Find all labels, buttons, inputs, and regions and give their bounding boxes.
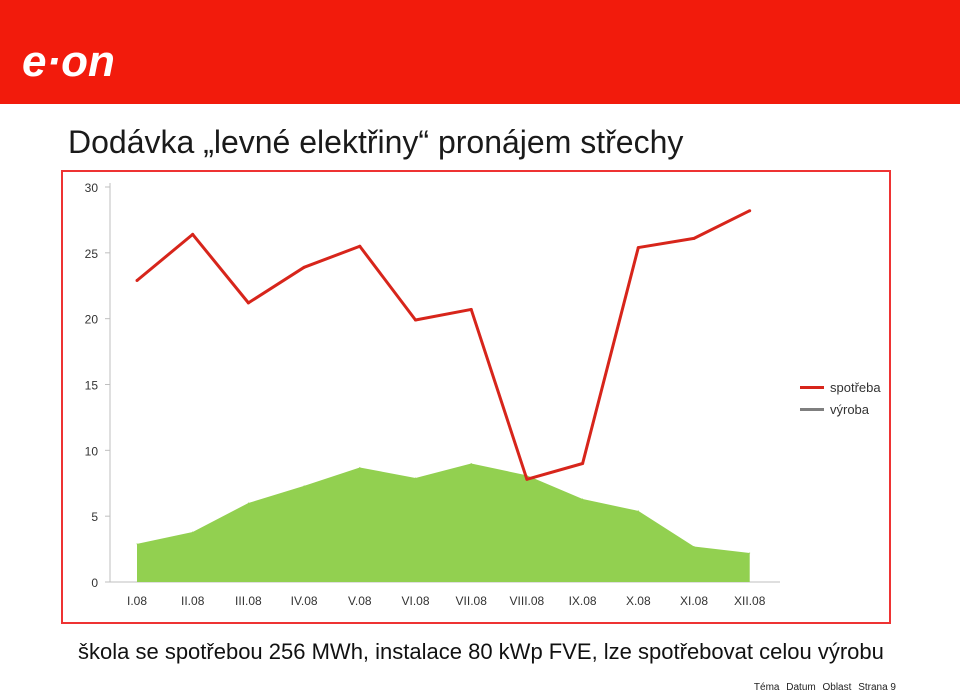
caption: škola se spotřebou 256 MWh, instalace 80… [78, 639, 884, 664]
x-tick-label: II.08 [181, 594, 205, 608]
point-vyroba [693, 545, 695, 547]
x-tick-label: IV.08 [291, 594, 318, 608]
page-title: Dodávka „levné elektřiny“ pronájem střec… [68, 124, 684, 160]
legend-swatch-spotreba [800, 385, 824, 389]
point-spotreba [636, 246, 640, 250]
legend-label-spotreba: spotřeba [830, 379, 881, 395]
chart-frame [61, 170, 891, 624]
footer-datum: Datum [786, 682, 816, 693]
point-vyroba [247, 502, 249, 504]
point-vyroba [359, 466, 361, 468]
x-tick-label: IX.08 [569, 594, 597, 608]
point-vyroba [582, 498, 584, 500]
point-spotreba [469, 307, 473, 311]
point-spotreba [191, 232, 195, 236]
point-spotreba [748, 209, 752, 213]
x-tick-label: V.08 [348, 594, 372, 608]
y-tick-label: 10 [85, 444, 99, 458]
x-tick-label: XI.08 [680, 594, 708, 608]
legend-label-vyroba: výroba [830, 401, 870, 417]
legend: spotřeba výroba [800, 376, 881, 420]
y-tick-label: 15 [85, 379, 99, 393]
footer-strana: Strana 9 [858, 682, 896, 693]
y-tick-label: 30 [85, 181, 99, 195]
point-spotreba [414, 318, 417, 322]
legend-item-vyroba: výroba [800, 398, 881, 420]
x-tick-label: XII.08 [734, 594, 766, 608]
logo-text: e·on [22, 38, 115, 84]
point-vyroba [749, 552, 751, 554]
point-vyroba [637, 510, 639, 512]
x-tick-label: III.08 [235, 594, 262, 608]
header-bar: e·on [0, 0, 960, 104]
area-vyroba [137, 463, 750, 582]
point-vyroba [415, 477, 416, 479]
point-spotreba [135, 278, 139, 282]
x-tick-label: VIII.08 [510, 594, 545, 608]
point-vyroba [192, 531, 194, 533]
point-vyroba [303, 485, 305, 487]
y-tick-label: 25 [85, 247, 99, 261]
y-tick-label: 20 [85, 313, 99, 327]
point-spotreba [692, 236, 696, 240]
x-tick-label: VI.08 [401, 594, 429, 608]
point-spotreba [525, 477, 529, 481]
point-vyroba [470, 463, 472, 464]
legend-item-spotreba: spotřeba [800, 376, 881, 398]
point-spotreba [358, 244, 362, 248]
footer-oblast: Oblast [822, 682, 852, 693]
eon-logo: e·on [22, 38, 115, 84]
footer: Téma Datum Oblast Strana 9 [750, 682, 896, 693]
line-spotreba [136, 209, 751, 481]
legend-swatch-vyroba [800, 407, 824, 411]
point-spotreba [581, 462, 585, 465]
point-spotreba [246, 301, 250, 305]
point-vyroba [136, 543, 138, 545]
y-tick-label: 0 [91, 576, 98, 590]
x-tick-label: I.08 [127, 594, 147, 608]
y-tick-label: 5 [91, 510, 98, 524]
point-spotreba [302, 265, 306, 269]
x-tick-label: X.08 [626, 594, 651, 608]
x-tick-label: VII.08 [456, 594, 488, 608]
footer-tema: Téma [753, 682, 780, 693]
